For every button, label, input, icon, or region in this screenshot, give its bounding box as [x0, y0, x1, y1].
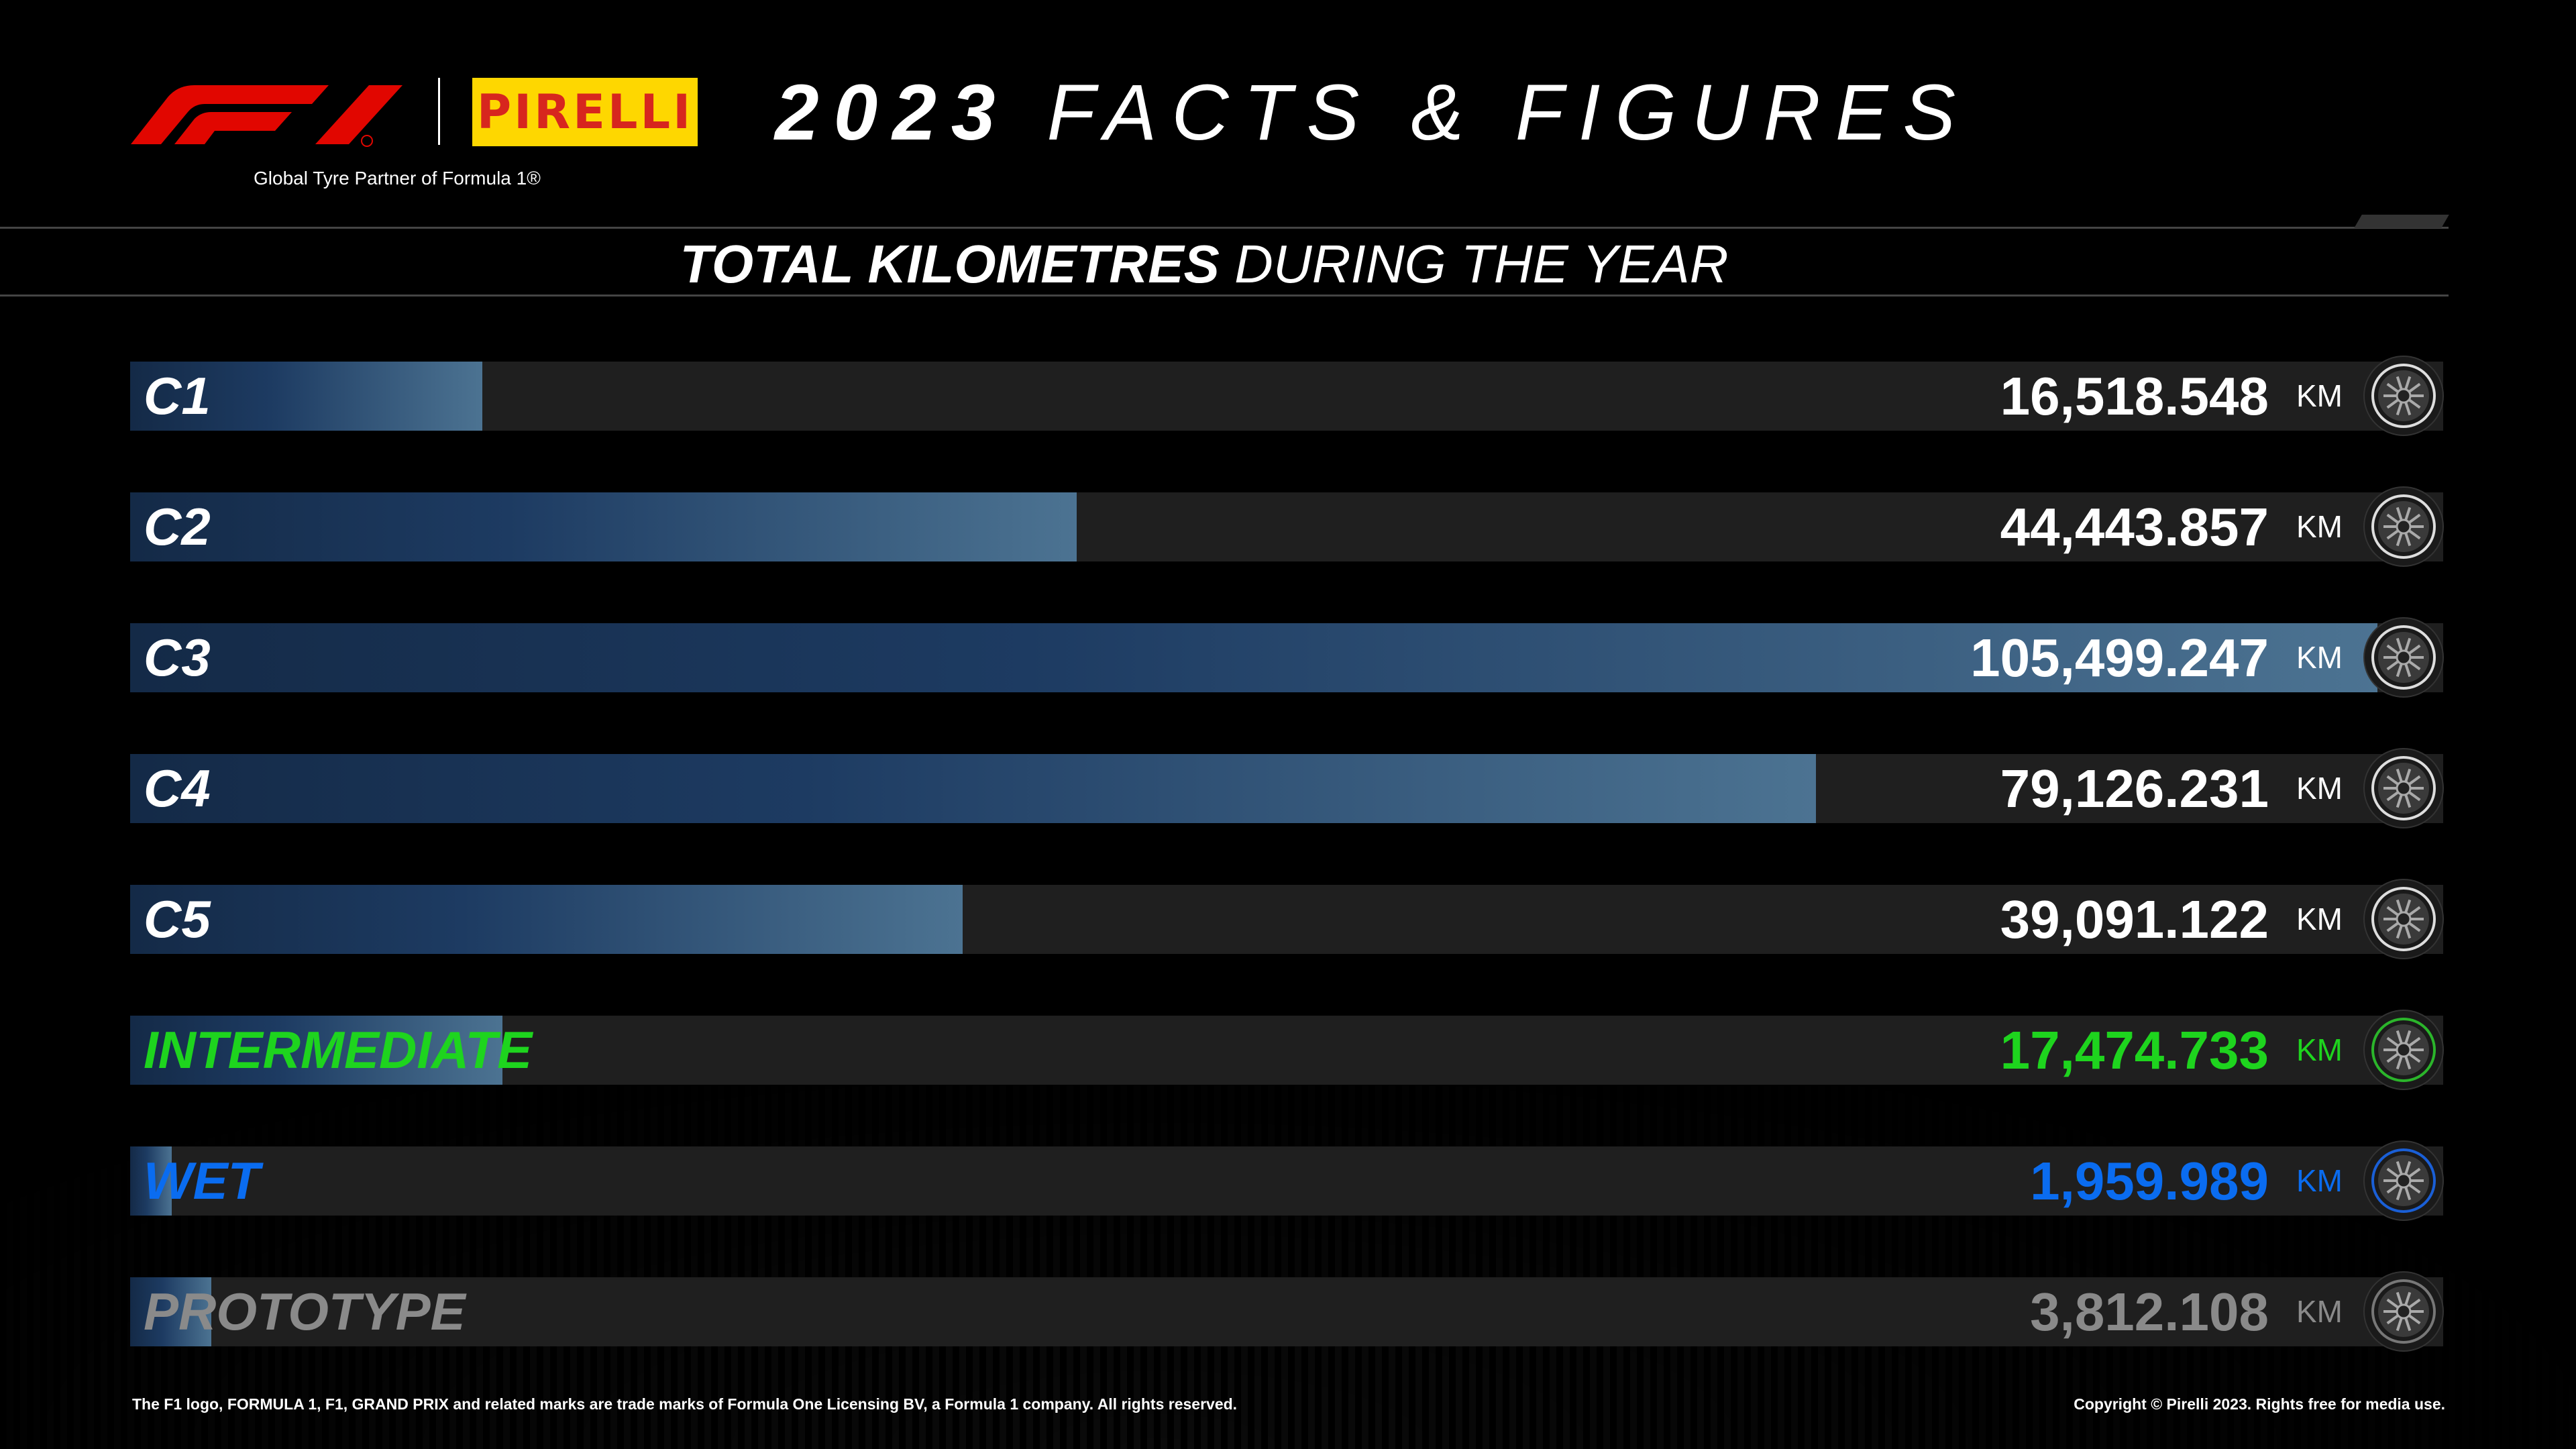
title-text: FACTS & FIGURES: [1046, 68, 1971, 157]
copyright-notice: Copyright © Pirelli 2023. Rights free fo…: [2074, 1395, 2445, 1413]
tyre-icon: [2363, 486, 2444, 567]
unit-label: KM: [2296, 1294, 2343, 1329]
bar-value: 1,959.989: [2030, 1151, 2269, 1211]
unit-label: KM: [2296, 509, 2343, 544]
chart-title: TOTAL KILOMETRES DURING THE YEAR: [0, 233, 2576, 295]
bar-fill: [130, 492, 1077, 561]
unit-label: KM: [2296, 902, 2343, 936]
bar-label: PROTOTYPE: [144, 1282, 466, 1341]
bar-fill: [130, 1146, 172, 1216]
subtitle-band: [0, 227, 2449, 297]
tyre-icon: [2363, 1010, 2444, 1090]
bar-label: C2: [144, 497, 211, 556]
tyre-icon: [2363, 1140, 2444, 1221]
unit-label: KM: [2296, 378, 2343, 413]
unit-label: KM: [2296, 771, 2343, 806]
pirelli-logo: PIRELLI: [472, 78, 698, 146]
bar-fill: [130, 1016, 502, 1085]
bar-fill: [130, 362, 482, 431]
bar-label: C3: [144, 628, 211, 687]
chart-title-bold: TOTAL KILOMETRES: [680, 234, 1220, 294]
page-title: 2023 FACTS & FIGURES: [775, 67, 1970, 158]
logo-divider: [438, 78, 440, 145]
bar-row-c3: C3 105,499.247 KM: [130, 617, 2444, 698]
bar-row-c4: C4 79,126.231 KM: [130, 748, 2444, 828]
unit-label: KM: [2296, 640, 2343, 675]
tyre-icon: [2363, 356, 2444, 436]
title-year: 2023: [775, 68, 1010, 157]
bar-row-c2: C2 44,443.857 KM: [130, 486, 2444, 567]
band-tab: [2354, 215, 2449, 228]
pirelli-logo-text: PIRELLI: [476, 85, 694, 140]
bar-label: C5: [144, 890, 211, 949]
bar-row-wet: WET 1,959.989 KM: [130, 1140, 2444, 1221]
bar-label: C1: [144, 366, 211, 425]
bar-fill: [130, 754, 1816, 823]
tyre-icon: [2363, 1271, 2444, 1352]
tyre-icon: [2363, 879, 2444, 959]
unit-label: KM: [2296, 1032, 2343, 1067]
bar-label: C4: [144, 759, 211, 818]
tagline: Global Tyre Partner of Formula 1®: [254, 168, 541, 189]
bar-row-c1: C1 16,518.548 KM: [130, 356, 2444, 436]
bar-value: 39,091.122: [2000, 890, 2269, 949]
f1-logo: [131, 85, 402, 147]
bar-fill: [130, 885, 963, 954]
bar-row-prototype: PROTOTYPE 3,812.108 KM: [130, 1271, 2444, 1352]
bar-fill: [130, 623, 2377, 692]
bar-value: 17,474.733: [2000, 1020, 2269, 1080]
tyre-icon: [2363, 748, 2444, 828]
bar-value: 79,126.231: [2000, 759, 2269, 818]
bar-value: 44,443.857: [2000, 497, 2269, 557]
bar-label: INTERMEDIATE: [144, 1020, 533, 1079]
tyre-icon: [2363, 617, 2444, 698]
unit-label: KM: [2296, 1163, 2343, 1198]
bar-row-intermediate: INTERMEDIATE 17,474.733 KM: [130, 1010, 2444, 1090]
bar-value: 105,499.247: [1970, 628, 2269, 688]
bar-value: 3,812.108: [2030, 1282, 2269, 1342]
bar-value: 16,518.548: [2000, 366, 2269, 426]
chart-title-rest: DURING THE YEAR: [1234, 234, 1729, 294]
trademark-notice: The F1 logo, FORMULA 1, F1, GRAND PRIX a…: [132, 1395, 1238, 1413]
bar-label: WET: [144, 1151, 260, 1210]
bar-row-c5: C5 39,091.122 KM: [130, 879, 2444, 959]
bar-fill: [130, 1277, 212, 1346]
